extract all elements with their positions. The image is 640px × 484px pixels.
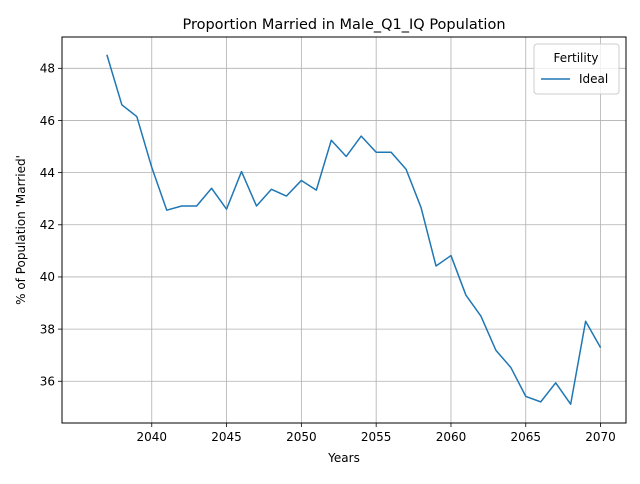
x-tick-label: 2055 <box>361 430 392 444</box>
legend-title: Fertility <box>553 51 598 65</box>
y-tick-label: 38 <box>40 322 55 336</box>
y-tick-label: 42 <box>40 218 55 232</box>
y-tick-label: 48 <box>40 62 55 76</box>
x-axis-label: Years <box>327 451 360 465</box>
y-tick-label: 36 <box>40 375 55 389</box>
legend-label-ideal: Ideal <box>579 72 608 86</box>
x-tick-label: 2065 <box>510 430 541 444</box>
x-tick-label: 2050 <box>286 430 317 444</box>
y-tick-label: 46 <box>40 114 55 128</box>
y-tick-label: 40 <box>40 270 55 284</box>
legend: Fertility Ideal <box>534 44 619 94</box>
chart-title: Proportion Married in Male_Q1_IQ Populat… <box>182 17 505 33</box>
x-tick-label: 2040 <box>136 430 167 444</box>
x-tick-label: 2045 <box>211 430 242 444</box>
y-tick-label: 44 <box>40 166 55 180</box>
x-tick-label: 2060 <box>436 430 467 444</box>
y-axis-label: % of Population 'Married' <box>14 155 28 305</box>
x-tick-label: 2070 <box>585 430 616 444</box>
